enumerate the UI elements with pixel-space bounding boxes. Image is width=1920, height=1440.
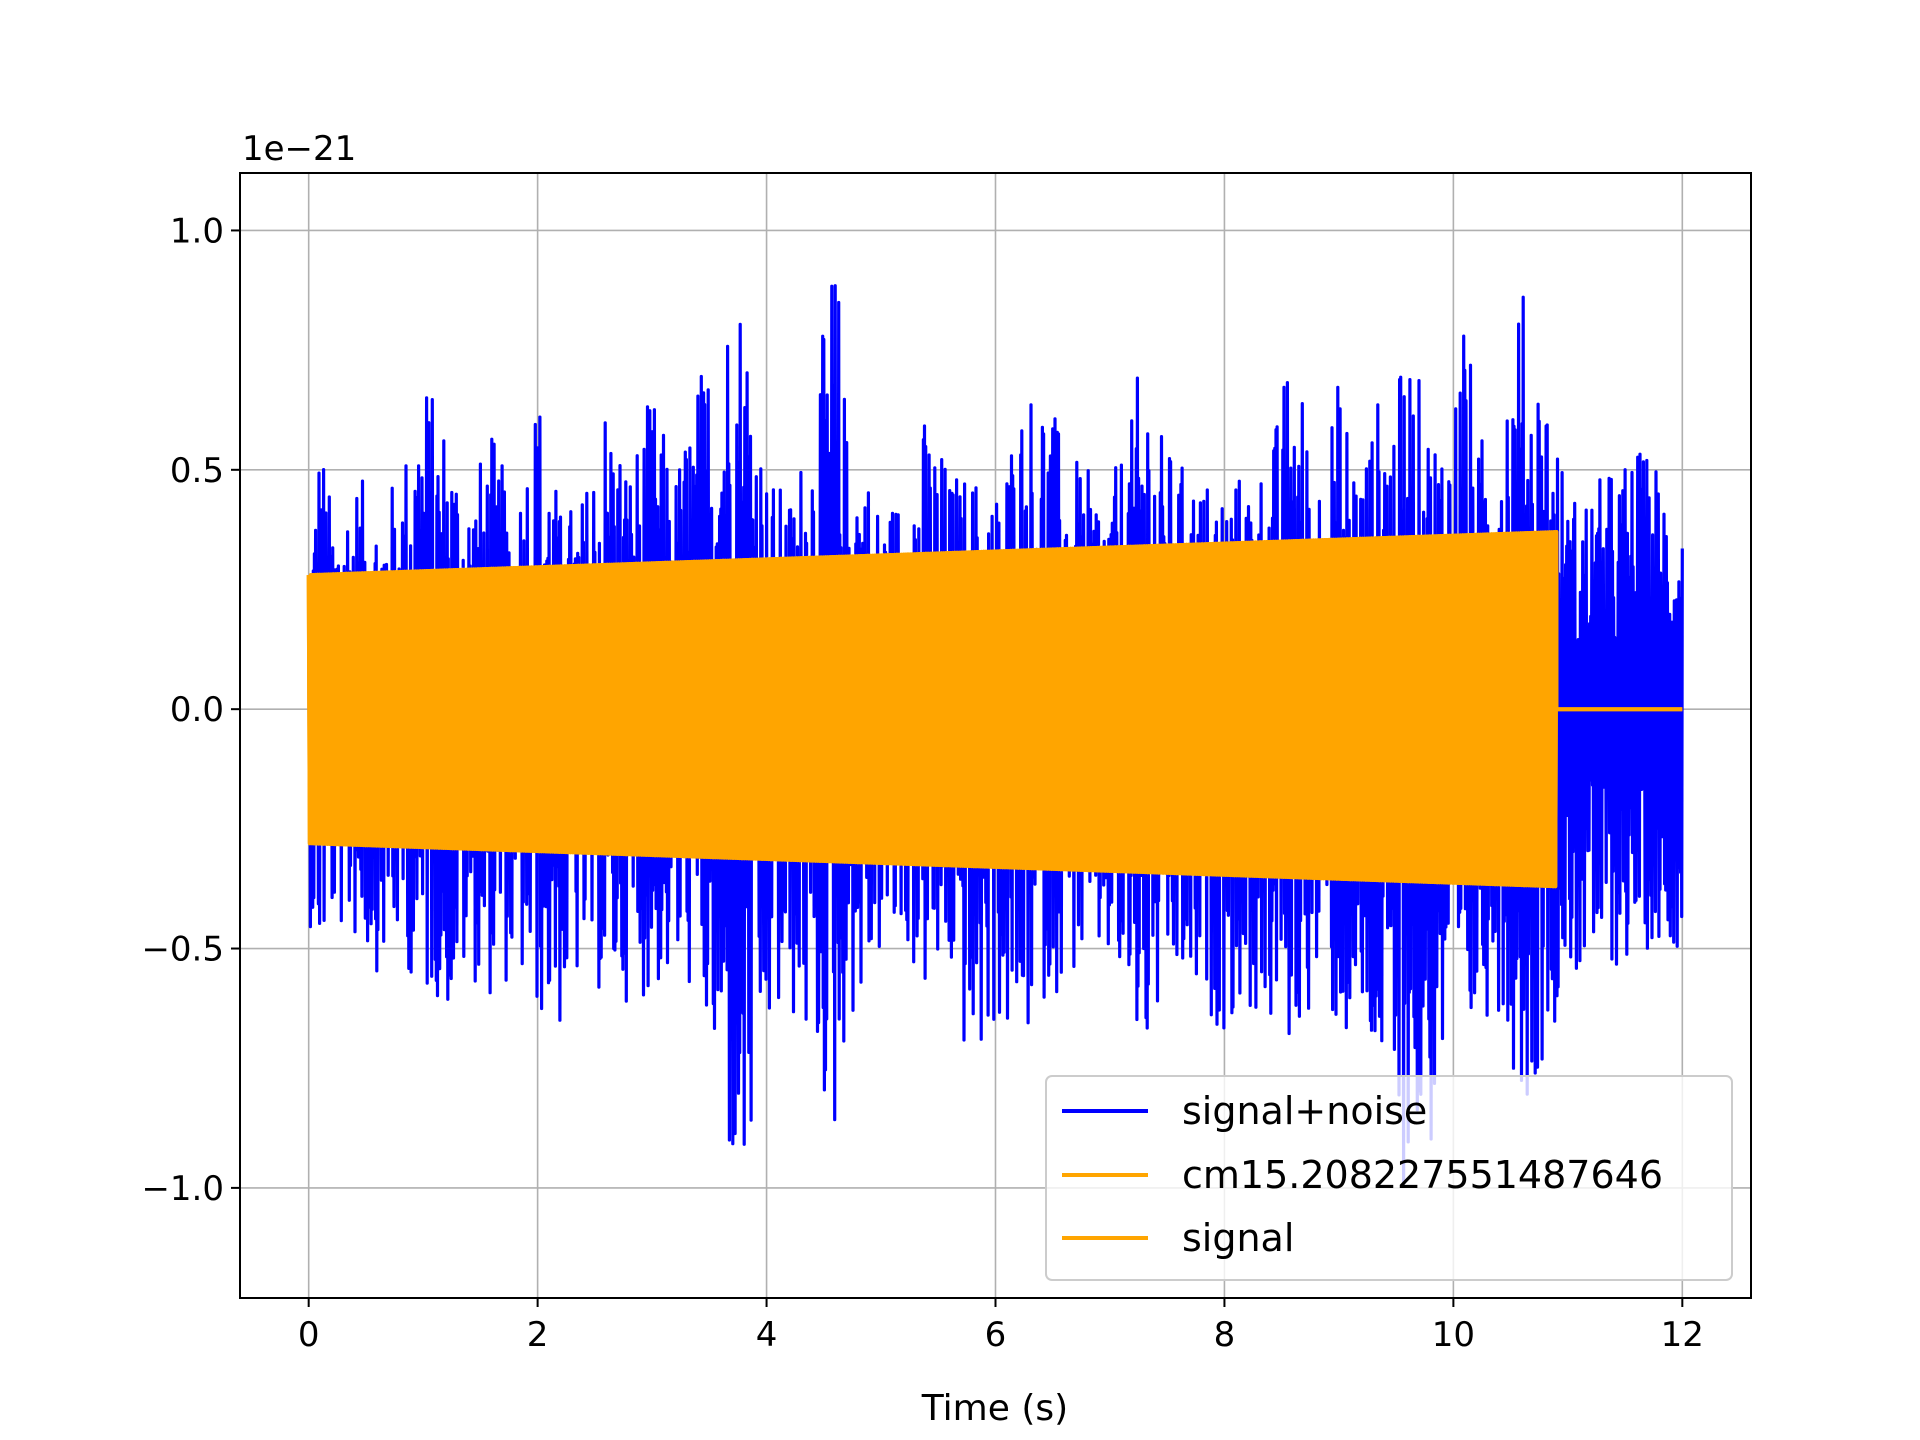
x-tick-label: 2 [527,1315,549,1355]
legend-label-cm: cm15.208227551487646 [1182,1153,1663,1197]
x-tick-label: 0 [298,1315,320,1355]
ticks: 0 2 4 6 8 10 12 −1.0 −0.5 0.0 0.5 1.0 [141,211,1704,1355]
legend-box [1045,1075,1733,1281]
x-tick-label: 4 [756,1315,778,1355]
y-tick-label: −1.0 [141,1169,224,1209]
x-tick-label: 8 [1214,1315,1236,1355]
y-tick-label: 1.0 [170,211,224,251]
x-tick-label: 6 [985,1315,1007,1355]
y-tick-label: 0.0 [170,690,224,730]
legend-label-signal-noise: signal+noise [1182,1089,1427,1133]
legend: signal+noise cm15.208227551487646 signal [1045,1075,1733,1281]
y-tick-label: 0.5 [170,451,224,491]
y-tick-label: −0.5 [141,930,224,970]
legend-label-signal: signal [1182,1216,1294,1260]
x-tick-label: 12 [1661,1315,1704,1355]
x-tick-label: 10 [1432,1315,1475,1355]
series-line-signal [306,530,1683,889]
x-axis-label: Time (s) [921,1388,1068,1429]
plot-area [306,284,1684,1186]
y-offset-label: 1e−21 [242,129,356,169]
